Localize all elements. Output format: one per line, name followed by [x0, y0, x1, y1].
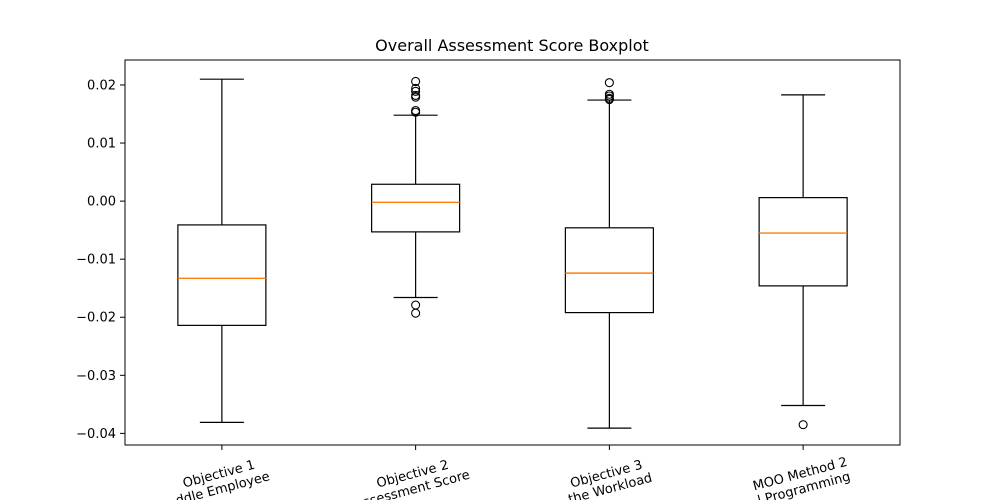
outlier-point — [411, 83, 421, 94]
iqr-box — [177, 224, 267, 326]
y-tick-label: −0.01 — [76, 253, 116, 268]
y-tick-label: −0.04 — [76, 427, 116, 442]
x-tick-label: Objective 1ddle Employee — [170, 455, 271, 500]
box-group — [564, 78, 654, 429]
chart-title: Overall Assessment Score Boxplot — [375, 36, 649, 55]
outlier-point — [604, 94, 614, 105]
outlier-point — [604, 78, 614, 88]
box-group — [177, 78, 267, 423]
y-tick-label: 0.02 — [87, 78, 116, 93]
y-tick-label: 0.01 — [87, 137, 116, 152]
outlier-point — [411, 107, 421, 117]
outlier-point — [411, 308, 421, 318]
outlier-point — [411, 300, 421, 310]
iqr-box — [371, 183, 461, 233]
y-tick-label: 0.00 — [87, 195, 116, 210]
x-tick-label: MOO Method 2l Programming — [751, 455, 852, 500]
y-tick-label: −0.03 — [76, 369, 116, 384]
x-tick-label: Objective 3the Workload — [563, 456, 654, 500]
outlier-point — [411, 76, 421, 87]
outlier-point — [604, 91, 614, 101]
box-group — [371, 76, 461, 318]
axes-frame — [124, 59, 901, 446]
y-tick-label: −0.02 — [76, 311, 116, 326]
outlier-point — [411, 92, 421, 102]
box-group — [758, 94, 848, 430]
outlier-point — [798, 420, 808, 430]
iqr-box — [758, 197, 848, 287]
iqr-box — [564, 227, 654, 314]
plot-area: 0.02 0.01 0.00 −0.01 −0.02 −0.03 −0.04 Objectiv… — [76, 59, 901, 500]
outlier-point — [411, 86, 421, 96]
x-tick-label: Objective 2ssessment Score — [358, 453, 472, 500]
